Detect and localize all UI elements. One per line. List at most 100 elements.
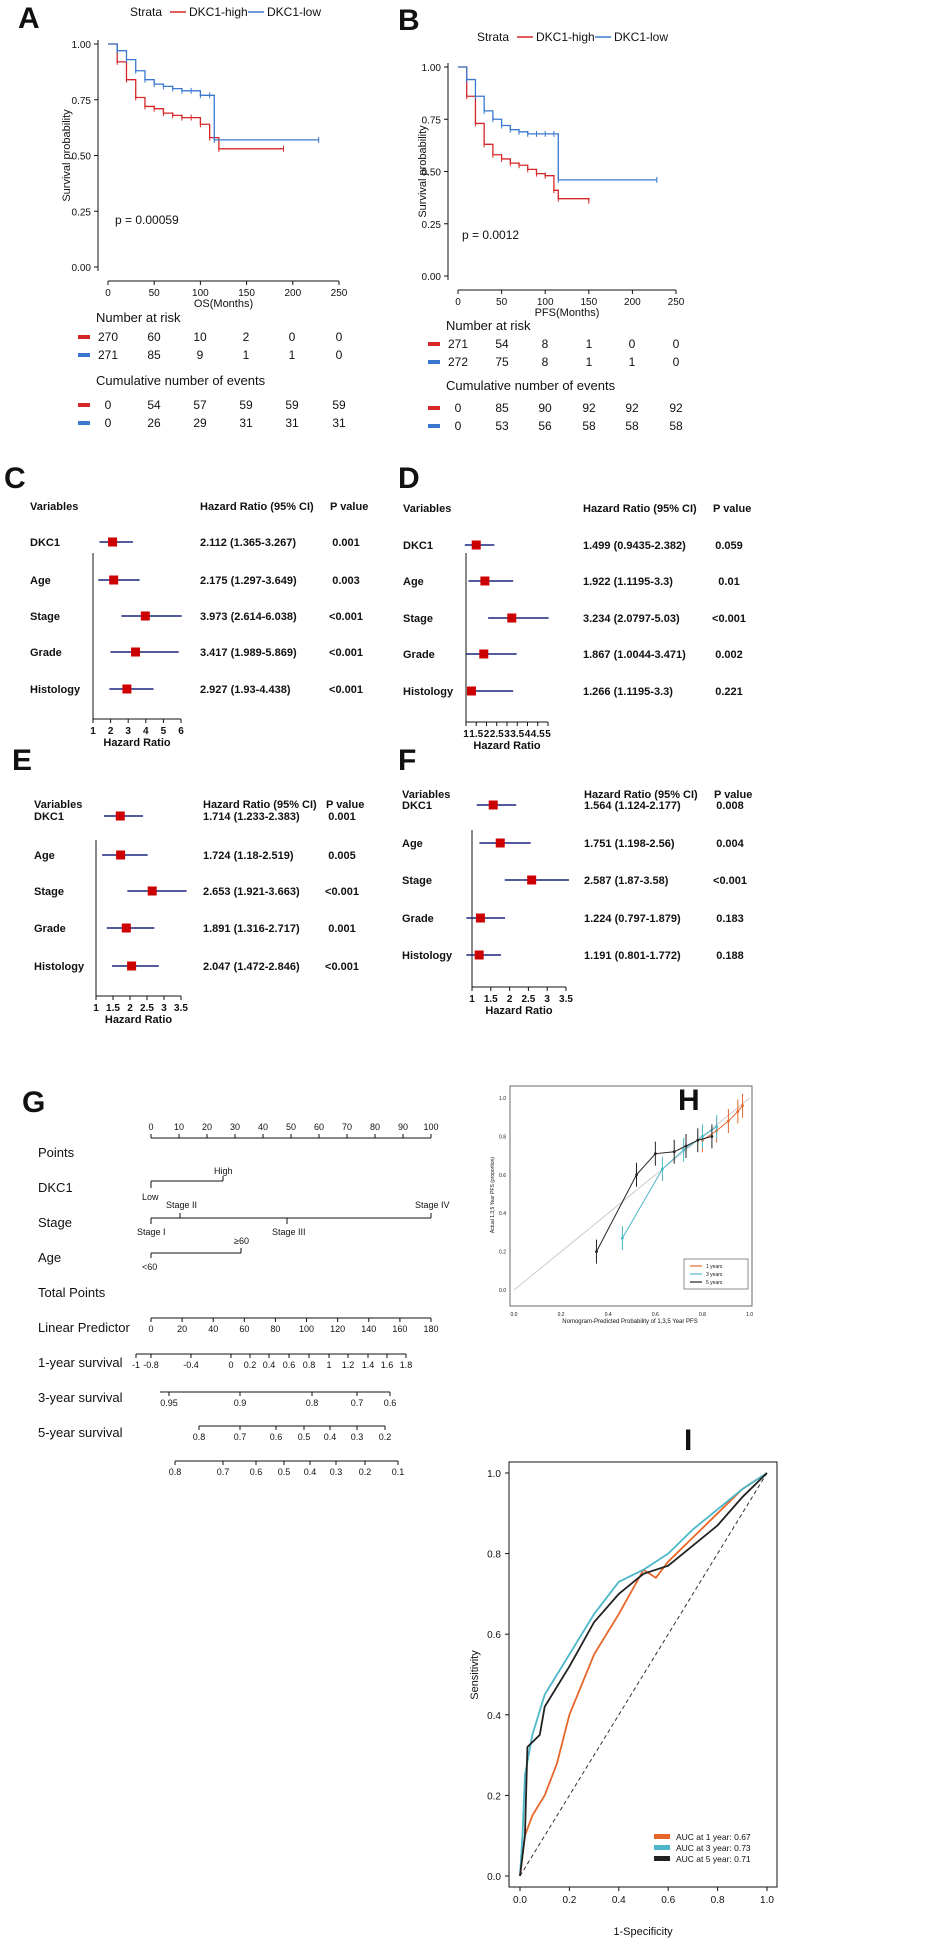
roc-x-tick-label: 0.4 — [612, 1895, 626, 1906]
km1-events-cell: 59 — [285, 398, 299, 412]
km2-events-cell: 92 — [582, 401, 596, 415]
km1-risk-cell: 9 — [197, 348, 204, 362]
forest-d-p-text: 0.002 — [715, 649, 743, 661]
nomogram-row-label: Points — [38, 1145, 75, 1160]
forest-e-header-variables: Variables — [34, 799, 82, 811]
panel-letter-h: H — [678, 1084, 700, 1117]
km2-curve-high — [458, 66, 590, 201]
forest-d-x-tick-label: 2.5 — [490, 729, 504, 740]
forest-c-p-text: <0.001 — [329, 647, 363, 659]
forest-c-x-tick-label: 2 — [108, 726, 114, 737]
forest-e-x-tick-label: 1 — [93, 1003, 99, 1014]
forest-c-p-text: <0.001 — [329, 684, 363, 696]
calib-y-tick-label: 0.8 — [499, 1134, 506, 1140]
km1-events-cell: 57 — [193, 398, 207, 412]
km1-y-axis-label: Survival probability — [61, 109, 73, 202]
forest-e-x-axis-label: Hazard Ratio — [105, 1014, 173, 1026]
nomogram-surv5-tick-label: 0.5 — [278, 1467, 291, 1477]
forest-c-hr-text: 3.417 (1.989-5.869) — [200, 647, 297, 659]
forest-f-hr-text: 1.564 (1.124-2.177) — [584, 800, 681, 812]
forest-d-hr-text: 3.234 (2.0797-5.03) — [583, 613, 680, 625]
panel-letter-d: D — [398, 462, 420, 495]
roc-y-axis-label: Sensitivity — [469, 1650, 481, 1700]
km1-events-cell: 59 — [239, 398, 253, 412]
forest-c-x-tick-label: 1 — [90, 726, 96, 737]
nomogram-surv3-tick-label: 0.8 — [193, 1432, 206, 1442]
calib-point — [715, 1125, 719, 1129]
calib-point — [653, 1152, 657, 1156]
km1-events-cell: 59 — [332, 398, 346, 412]
km2-risk-cell: 75 — [495, 355, 509, 369]
km2-events-cell: 92 — [625, 401, 639, 415]
nomogram-lp-tick-label: 0.6 — [283, 1360, 296, 1370]
km2-y-tick-label: 0.50 — [422, 168, 442, 179]
forest-f-variable-label: Histology — [402, 950, 453, 962]
nomogram-total-tick-label: 80 — [270, 1324, 280, 1334]
forest-f-p-text: 0.008 — [716, 800, 744, 812]
forest-f-x-tick-label: 3.5 — [559, 994, 573, 1005]
nomogram-lp-tick-label: 1.4 — [362, 1360, 375, 1370]
forest-d-hr-text: 1.499 (0.9435-2.382) — [583, 540, 686, 552]
forest-e-hr-marker — [115, 811, 125, 821]
nomogram-row-label: 3-year survival — [38, 1390, 123, 1405]
km2-risk-cell: 272 — [448, 355, 468, 369]
km1-events-title: Cumulative number of events — [96, 373, 266, 388]
roc-y-tick-label: 0.4 — [487, 1711, 501, 1722]
nomogram-lp-tick-label: -0.8 — [143, 1360, 159, 1370]
roc-y-tick-label: 1.0 — [487, 1469, 501, 1480]
calib-x-tick-label: 0.6 — [652, 1312, 659, 1318]
calib-curve-1 — [702, 1105, 743, 1141]
roc-x-tick-label: 0.8 — [711, 1895, 725, 1906]
km1-y-tick-label: 1.00 — [72, 40, 92, 51]
forest-e-x-tick-label: 3 — [161, 1003, 167, 1014]
forest-d-x-tick-label: 1 — [463, 729, 469, 740]
nomogram-points-tick-label: 30 — [230, 1122, 240, 1132]
forest-f-x-tick-label: 2.5 — [521, 994, 535, 1005]
nomogram-points-tick-label: 20 — [202, 1122, 212, 1132]
forest-e-header-hr: Hazard Ratio (95% CI) — [203, 799, 317, 811]
forest-f-hr-text: 1.191 (0.801-1.772) — [584, 950, 681, 962]
forest-c-x-tick-label: 4 — [143, 726, 149, 737]
km1-risk-cell: 60 — [147, 330, 161, 344]
nomogram-lp-tick-label: 1.6 — [381, 1360, 394, 1370]
nomogram-stage-iii: Stage III — [272, 1227, 306, 1237]
forest-d-hr-text: 1.266 (1.1195-3.3) — [583, 686, 673, 698]
nomogram-lp-tick-label: 0 — [228, 1360, 233, 1370]
forest-e-hr-marker — [127, 961, 137, 971]
forest-f-hr-marker — [488, 800, 498, 810]
nomogram-surv1-tick-label: 0.8 — [306, 1398, 319, 1408]
forest-c-header-variables: Variables — [30, 501, 78, 513]
roc-legend-swatch — [654, 1834, 670, 1839]
calib-point — [684, 1144, 688, 1148]
km2-curve-low — [458, 66, 657, 181]
nomogram-surv1-tick-label: 0.95 — [160, 1398, 178, 1408]
forest-c-variable-label: Stage — [30, 611, 60, 623]
km2-events-cell: 0 — [455, 401, 462, 415]
calib-point — [701, 1135, 704, 1138]
forest-d-p-text: <0.001 — [712, 613, 746, 625]
km2-x-tick-label: 200 — [624, 297, 641, 308]
calib-x-tick-label: 0.2 — [558, 1312, 565, 1318]
forest-e-x-tick-label: 2.5 — [140, 1003, 154, 1014]
forest-c-p-text: 0.001 — [332, 537, 360, 549]
km2-y-axis-label: Survival probability — [417, 125, 429, 218]
forest-c-variable-label: DKC1 — [30, 537, 60, 549]
km2-events-cell: 90 — [538, 401, 552, 415]
km1-legend-low-label: DKC1-low — [267, 5, 321, 19]
forest-d-hr-marker — [479, 649, 489, 659]
nomogram-surv5-tick-label: 0.7 — [217, 1467, 230, 1477]
forest-e-p-text: 0.001 — [328, 923, 356, 935]
calib-x-tick-label: 0.0 — [511, 1312, 518, 1318]
km2-risk-title: Number at risk — [446, 318, 531, 333]
km1-x-axis-label: OS(Months) — [194, 298, 253, 310]
calib-y-tick-label: 0.2 — [499, 1250, 506, 1256]
calib-y-tick-label: 1.0 — [499, 1096, 506, 1102]
nomogram-points-tick-label: 10 — [174, 1122, 184, 1132]
forest-c-hr-marker — [108, 537, 118, 547]
forest-d-header-hr: Hazard Ratio (95% CI) — [583, 503, 697, 515]
km2-risk-cell: 0 — [673, 337, 680, 351]
roc-curve-1 — [519, 1472, 768, 1877]
forest-d-x-tick-label: 4.5 — [531, 729, 545, 740]
km1-risk-cell: 270 — [98, 330, 118, 344]
roc-y-tick-label: 0.2 — [487, 1791, 501, 1802]
